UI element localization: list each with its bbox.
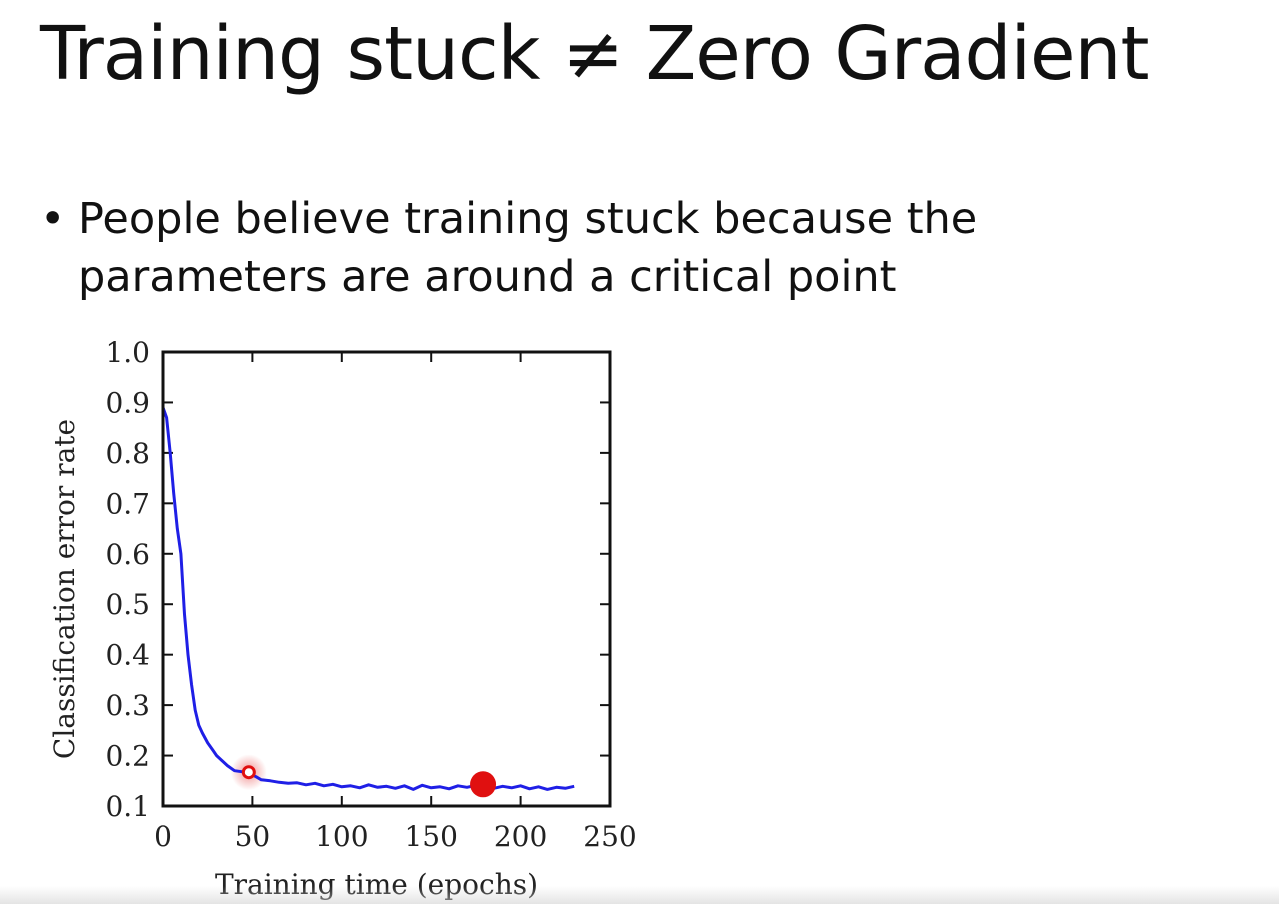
- y-tick-label: 0.3: [105, 689, 150, 722]
- y-tick-label: 0.2: [105, 740, 150, 773]
- x-tick-label: 100: [315, 820, 368, 853]
- x-tick-label: 150: [404, 820, 457, 853]
- markers: [241, 765, 497, 798]
- bullet-line-1: People believe training stuck because th…: [78, 194, 978, 244]
- bullet-text: People believe training stuck because th…: [78, 190, 1138, 306]
- y-axis-label: Classification error rate: [48, 419, 81, 759]
- ring-marker: [241, 765, 256, 780]
- y-tick-label: 0.9: [105, 386, 150, 419]
- x-tick-label: 50: [235, 820, 271, 853]
- slide-title: Training stuck ≠ Zero Gradient: [40, 11, 1149, 97]
- filled-marker: [470, 771, 497, 798]
- x-tick-label: 0: [154, 820, 172, 853]
- bottom-fade: [0, 886, 1279, 904]
- axis-ticks: [162, 351, 611, 807]
- bullet-symbol: •: [40, 194, 66, 244]
- y-tick-label: 0.1: [105, 790, 150, 823]
- x-tick-label: 200: [494, 820, 547, 853]
- y-tick-label: 0.7: [105, 487, 150, 520]
- plot-frame: [161, 350, 612, 808]
- bullet-line-2: parameters are around a critical point: [78, 252, 897, 302]
- y-tick-label: 0.5: [105, 588, 150, 621]
- tick-labels: 0.1 0.2 0.3 0.4 0.5 0.6 0.7 0.8 0.9 1.0 0 50 100 150 2…: [105, 336, 636, 853]
- y-tick-label: 0.6: [105, 538, 150, 571]
- series-line: [161, 406, 575, 791]
- y-tick-label: 0.4: [105, 639, 150, 672]
- y-tick-label: 0.8: [105, 437, 150, 470]
- x-tick-label: 250: [583, 820, 636, 853]
- y-tick-label: 1.0: [105, 336, 150, 369]
- error-rate-chart: 0.1 0.2 0.3 0.4 0.5 0.6 0.7 0.8 0.9 1.0 0 50 100 150 2…: [48, 336, 637, 901]
